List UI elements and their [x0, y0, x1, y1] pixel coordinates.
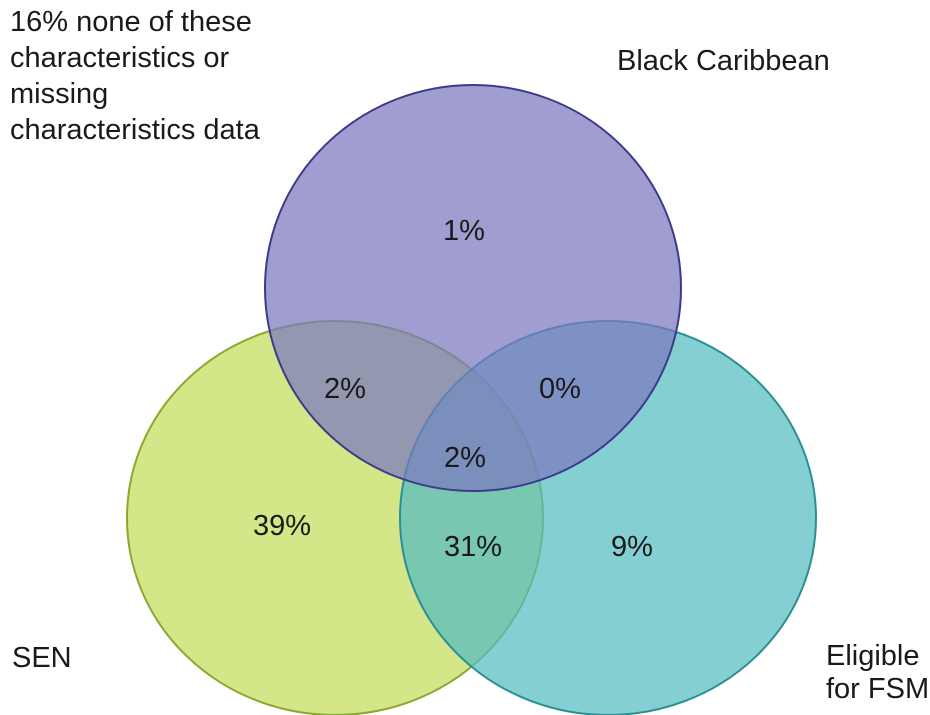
region-sen-and-black-caribbean: 2% — [324, 373, 366, 405]
region-black-caribbean-only: 1% — [443, 215, 485, 247]
set-label-fsm: Eligible for FSM — [826, 640, 929, 706]
black-caribbean-circle — [264, 84, 682, 492]
outside-note-line: characteristics or — [10, 42, 230, 74]
region-all-three: 2% — [444, 442, 486, 474]
set-label-fsm-line: Eligible — [826, 640, 920, 672]
outside-note-line: 16% none of these — [10, 6, 252, 38]
region-sen-and-fsm: 31% — [444, 531, 502, 563]
region-black-caribbean-and-fsm: 0% — [539, 373, 581, 405]
set-label-black-caribbean: Black Caribbean — [617, 45, 830, 77]
set-label-sen: SEN — [12, 642, 72, 674]
outside-note: 16% none of these characteristics or mis… — [10, 4, 260, 148]
region-fsm-only: 9% — [611, 531, 653, 563]
region-sen-only: 39% — [253, 510, 311, 542]
outside-note-line: characteristics data — [10, 114, 260, 146]
outside-note-line: missing — [10, 78, 109, 110]
set-label-fsm-line: for FSM — [826, 673, 930, 705]
